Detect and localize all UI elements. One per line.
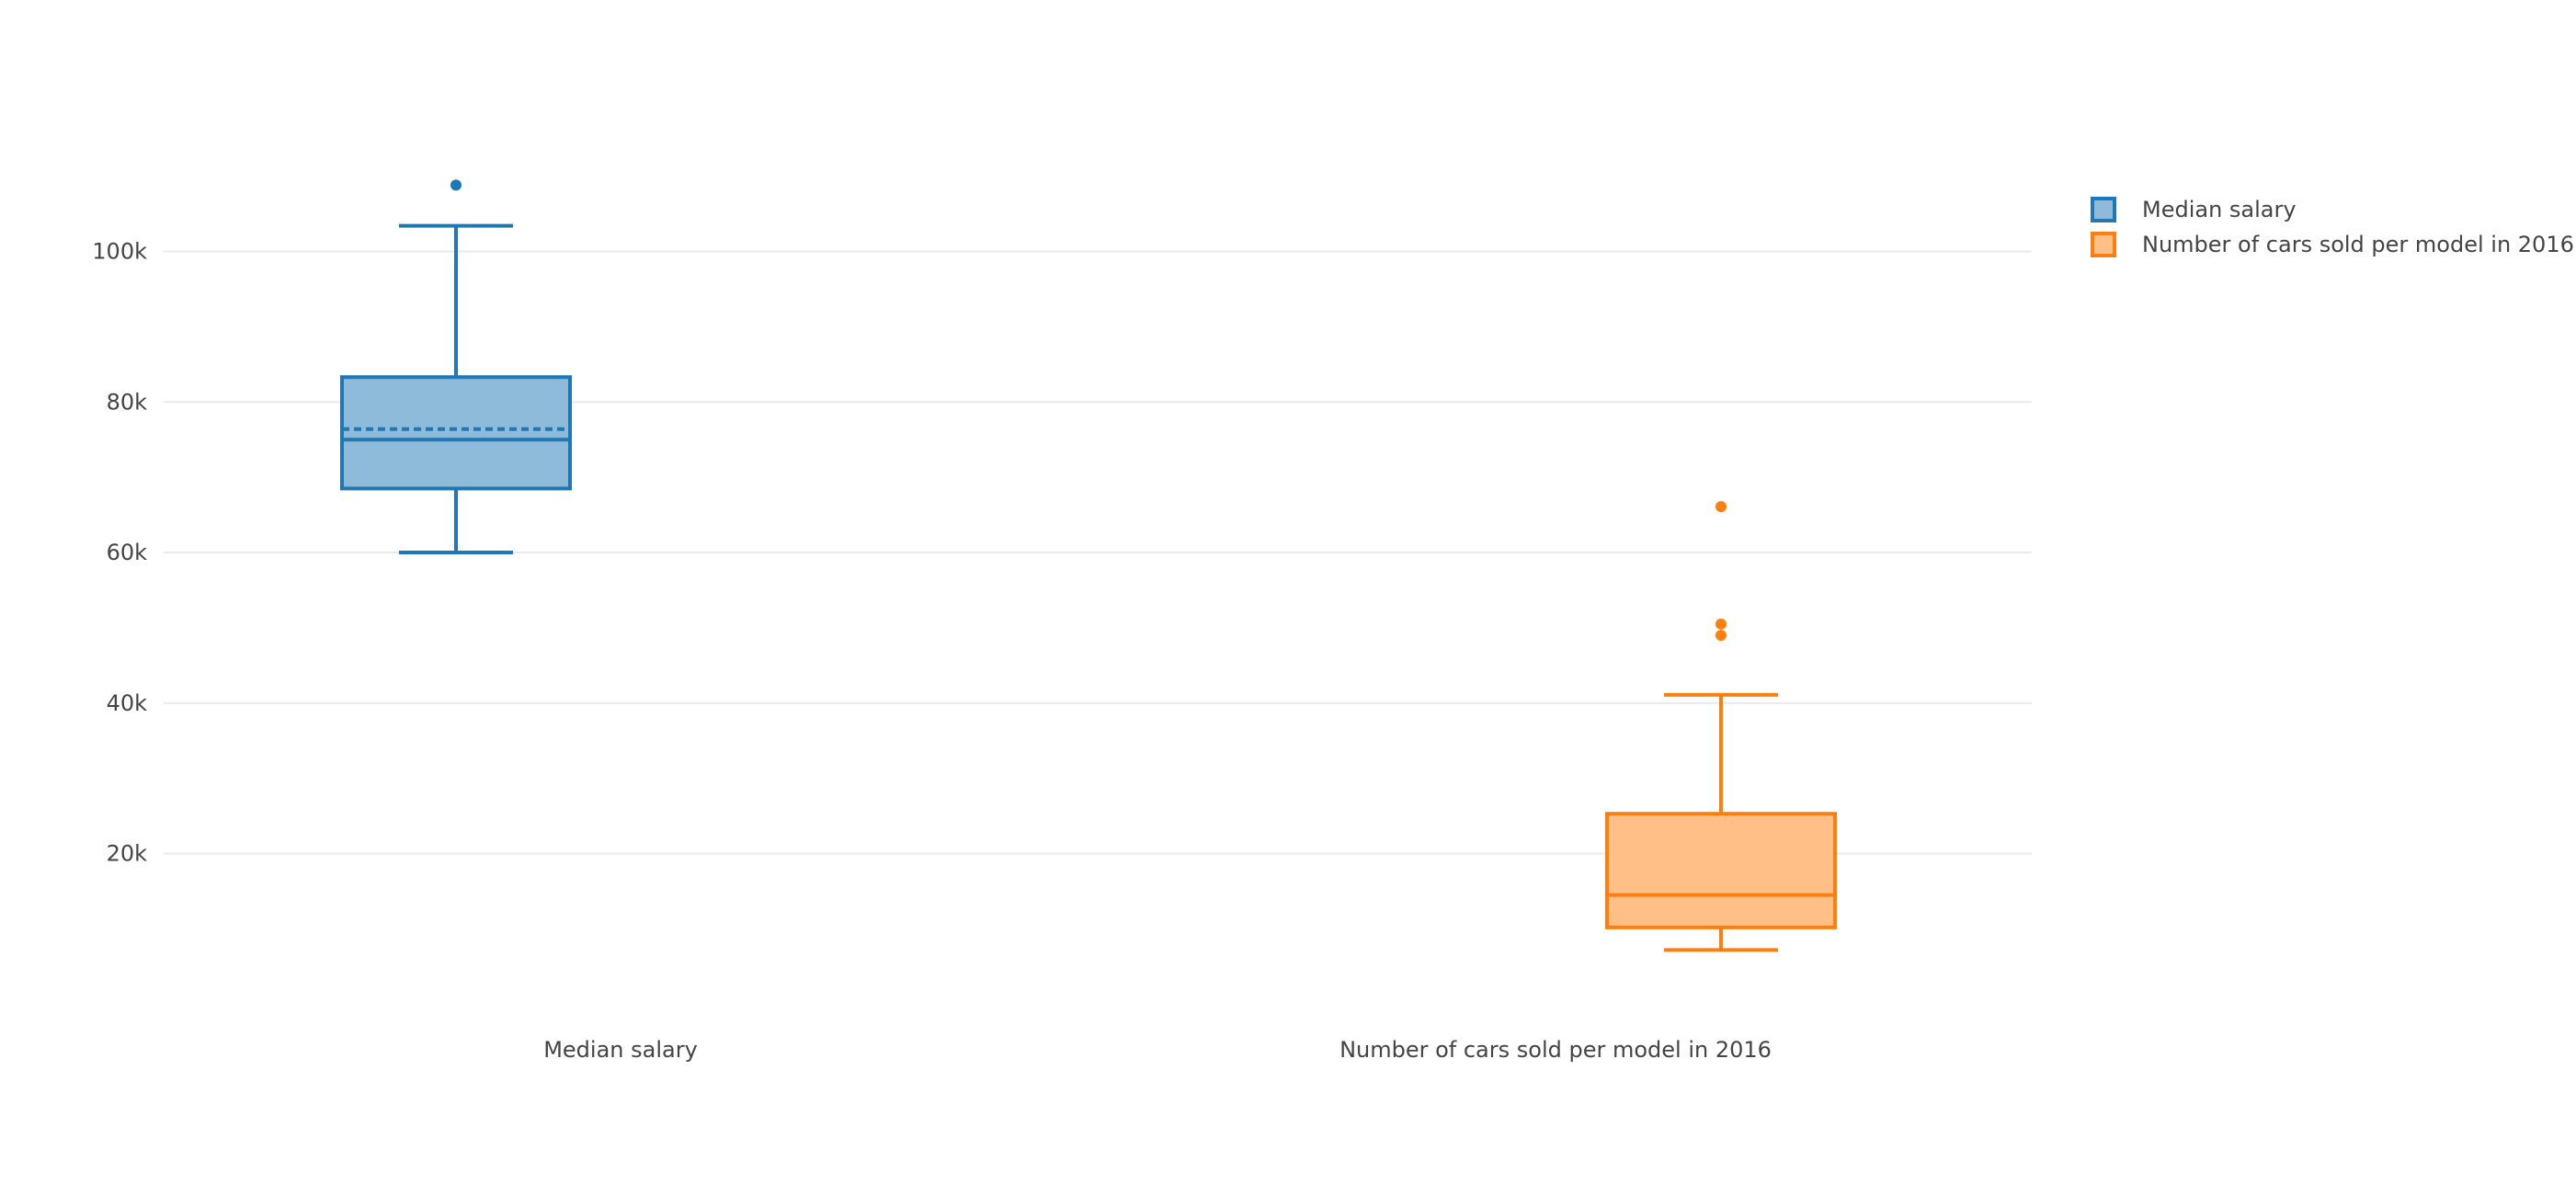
- x-axis-ticks: Median salary Number of cars sold per mod…: [543, 1037, 1772, 1063]
- boxes: [340, 179, 1837, 952]
- outlier-point: [450, 179, 462, 191]
- legend-label: Number of cars sold per model in 2016: [2142, 232, 2574, 257]
- outlier-point: [1715, 618, 1727, 630]
- y-axis-ticks: 20k 40k 60k 80k 100k: [92, 238, 147, 866]
- box-iqr: [1605, 812, 1837, 929]
- legend: Median salary Number of cars sold per mod…: [2091, 197, 2574, 257]
- outlier-point: [1715, 630, 1727, 642]
- y-tick-label: 100k: [92, 238, 147, 264]
- box-trace: [340, 179, 572, 555]
- legend-swatch: [2091, 197, 2116, 222]
- y-tick-label: 40k: [107, 690, 148, 716]
- legend-swatch: [2091, 232, 2116, 257]
- y-tick-label: 20k: [107, 841, 148, 867]
- outlier-point: [1715, 501, 1727, 513]
- box-iqr: [340, 375, 572, 491]
- legend-label: Median salary: [2142, 197, 2297, 222]
- y-tick-label: 80k: [107, 389, 148, 415]
- legend-item[interactable]: Median salary: [2091, 197, 2297, 222]
- y-tick-label: 60k: [107, 540, 148, 565]
- x-tick-label: Number of cars sold per model in 2016: [1339, 1037, 1772, 1063]
- x-tick-label: Median salary: [543, 1037, 698, 1063]
- box-trace: [1605, 501, 1837, 952]
- legend-item[interactable]: Number of cars sold per model in 2016: [2091, 232, 2574, 257]
